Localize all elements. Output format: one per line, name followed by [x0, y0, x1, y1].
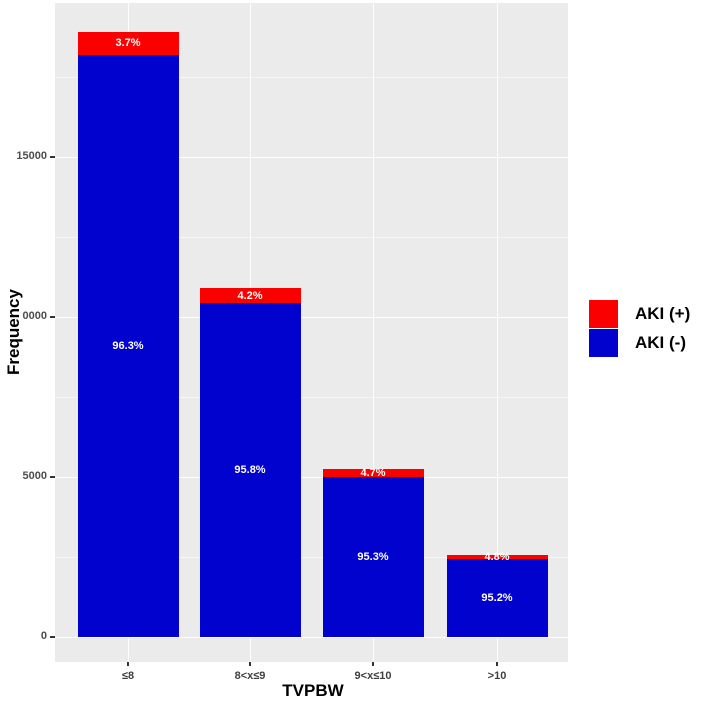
x-tick-mark — [249, 662, 251, 666]
legend-swatch-aki-positive — [589, 300, 618, 328]
gridline-minor — [55, 236, 568, 238]
bar-segment-aki-negative — [199, 302, 301, 637]
x-tick-label: >10 — [487, 670, 507, 682]
bar-percent-label: 95.3% — [357, 550, 389, 563]
bar-segment-aki-negative — [322, 476, 424, 637]
legend: AKI (+) AKI (-) — [589, 300, 690, 358]
y-tick-label: 5000 — [22, 470, 47, 482]
gridline-major — [55, 636, 568, 638]
bar-percent-label: 95.2% — [481, 592, 513, 604]
y-tick-label: 0 — [40, 630, 47, 642]
gridline-vertical — [497, 3, 498, 662]
y-tick-mark — [50, 476, 55, 478]
gridline-minor — [55, 76, 568, 78]
bar-percent-label: 96.3% — [112, 339, 144, 352]
legend-entry-aki-negative: AKI (-) — [589, 329, 690, 357]
y-axis-title: Frequency — [4, 289, 23, 375]
bar-percent-label: 3.7% — [115, 37, 141, 50]
x-tick-label: ≤8 — [121, 670, 135, 682]
x-tick-label: 8<x≤9 — [234, 670, 266, 682]
x-tick-mark — [127, 662, 129, 666]
bar-percent-label: 95.8% — [234, 463, 266, 476]
y-tick-label: 15000 — [16, 150, 47, 162]
gridline-minor — [55, 396, 568, 398]
bar-segment-aki-negative — [77, 54, 179, 637]
gridline-major — [55, 156, 568, 158]
gridline-minor — [55, 556, 568, 558]
gridline-major — [55, 476, 568, 478]
legend-entry-aki-positive: AKI (+) — [589, 300, 690, 328]
bar-segment-aki-positive — [199, 288, 301, 303]
y-tick-label: 0000 — [22, 310, 47, 322]
y-tick-mark — [50, 636, 55, 638]
bar-segment-aki-positive — [77, 32, 179, 55]
legend-label-aki-positive: AKI (+) — [635, 304, 691, 323]
bar-percent-label: 4.8% — [484, 551, 510, 564]
x-axis-title: TVPBW — [282, 681, 344, 700]
bar-percent-label: 4.2% — [237, 289, 263, 302]
x-tick-label: 9<x≤10 — [354, 670, 392, 682]
legend-swatch-aki-negative — [589, 329, 618, 357]
x-tick-mark — [372, 662, 374, 666]
x-tick-mark — [496, 662, 498, 666]
bar-segment-aki-positive — [446, 555, 548, 559]
y-tick-mark — [50, 156, 55, 158]
bar-segment-aki-positive — [322, 469, 424, 477]
legend-label-aki-negative: AKI (-) — [635, 333, 686, 352]
gridline-major — [55, 316, 568, 318]
bar-segment-aki-negative — [446, 559, 548, 637]
gridline-vertical — [373, 3, 374, 662]
y-tick-mark — [50, 316, 55, 318]
bar-percent-label: 4.7% — [360, 466, 386, 479]
